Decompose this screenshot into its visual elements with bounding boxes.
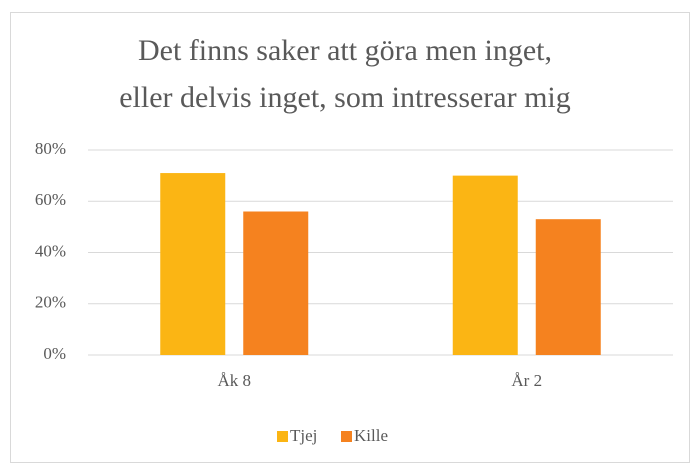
y-tick-label: 40%: [35, 241, 66, 260]
legend-swatch: [341, 431, 352, 442]
legend-swatch: [277, 431, 288, 442]
y-tick-label: 60%: [35, 190, 66, 209]
y-tick-label: 20%: [35, 293, 66, 312]
x-tick-label: År 2: [511, 371, 542, 390]
bar: [535, 219, 601, 355]
chart-title: Det finns saker att göra men inget,: [138, 34, 552, 67]
legend-label: Tjej: [290, 426, 317, 445]
bar: [452, 175, 518, 355]
bar: [160, 173, 226, 355]
legend-label: Kille: [354, 426, 388, 445]
y-tick-label: 80%: [35, 139, 66, 158]
y-tick-label: 0%: [43, 344, 66, 363]
x-tick-label: Åk 8: [217, 371, 251, 390]
chart-title: eller delvis inget, som intresserar mig: [119, 81, 571, 114]
bar: [243, 211, 309, 355]
